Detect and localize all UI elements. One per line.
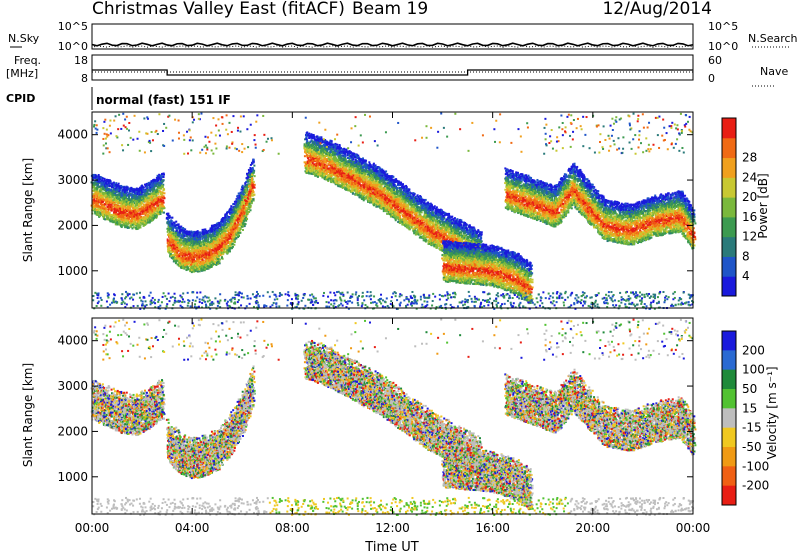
power-cell	[115, 213, 117, 215]
power-cell	[94, 211, 96, 213]
power-cell	[101, 190, 103, 192]
power-cell	[107, 189, 109, 191]
power-cell	[94, 202, 96, 204]
nsky-tick-top: 10^5	[58, 20, 88, 33]
power-cell	[114, 215, 116, 217]
nave-label: Nave	[760, 65, 788, 78]
power-cell	[113, 212, 115, 214]
power-cell	[98, 197, 100, 199]
power-cell	[106, 215, 108, 217]
power-cell	[99, 201, 101, 203]
freq-tick-top: 18	[74, 54, 88, 67]
power-cell	[111, 206, 113, 208]
power-cell	[108, 204, 110, 206]
power-cell	[108, 185, 110, 187]
power-cell	[104, 179, 106, 181]
nsky-series-line	[92, 43, 693, 46]
freq-tick-bottom: 8	[81, 72, 88, 85]
nsky-tick-bottom: 10^0	[58, 40, 88, 53]
power-cell	[116, 191, 118, 193]
power-cell	[109, 212, 111, 214]
power-cell	[112, 199, 114, 201]
radar-summary-plot: Christmas Valley East (fitACF) Beam 19 1…	[0, 0, 800, 554]
freq-units: [MHz]	[6, 67, 38, 80]
power-cell	[102, 201, 104, 203]
power-cell	[106, 211, 108, 213]
power-cell	[109, 180, 111, 182]
power-cell	[109, 208, 111, 210]
power-cell	[101, 197, 103, 199]
power-cell	[92, 208, 94, 210]
power-cell	[106, 208, 108, 210]
power-cell	[97, 181, 99, 183]
power-cell	[110, 214, 112, 216]
noise-series	[92, 43, 693, 47]
nave-tick-bottom: 0	[708, 72, 715, 85]
nsearch-tick-top: 10^5	[708, 20, 738, 33]
beam-label: Beam 19	[352, 0, 428, 19]
power-cell	[95, 205, 97, 207]
power-cell	[113, 218, 115, 220]
power-cell	[99, 215, 101, 217]
power-cell	[97, 206, 99, 208]
power-cell	[110, 198, 112, 200]
power-cell	[99, 212, 101, 214]
power-cell	[110, 189, 112, 191]
freq-label: Freq.	[14, 54, 41, 67]
power-cell	[111, 210, 113, 212]
power-cell	[111, 183, 113, 185]
power-cell	[112, 208, 114, 210]
power-cell	[96, 202, 98, 204]
power-cell	[98, 176, 100, 178]
power-cell	[102, 196, 104, 198]
nsearch-tick-bottom: 10^0	[708, 40, 738, 53]
power-cell	[96, 187, 98, 189]
power-cell	[116, 194, 118, 196]
cpid-value: normal (fast) 151 IF	[96, 93, 231, 107]
cpid-label: CPID	[6, 92, 35, 105]
power-cell	[95, 196, 97, 198]
power-cell	[93, 205, 95, 207]
freq-series	[92, 70, 693, 75]
power-cell	[102, 214, 104, 216]
nsky-label: N.Sky	[8, 32, 40, 45]
nave-tick-top: 60	[708, 54, 722, 67]
power-cell	[104, 218, 106, 220]
station-title: Christmas Valley East (fitACF)	[92, 0, 345, 19]
nsearch-label: N.Search	[748, 32, 798, 45]
freq-panel-frame	[92, 55, 693, 80]
power-cell	[95, 176, 97, 178]
date-label: 12/Aug/2014	[602, 0, 712, 19]
